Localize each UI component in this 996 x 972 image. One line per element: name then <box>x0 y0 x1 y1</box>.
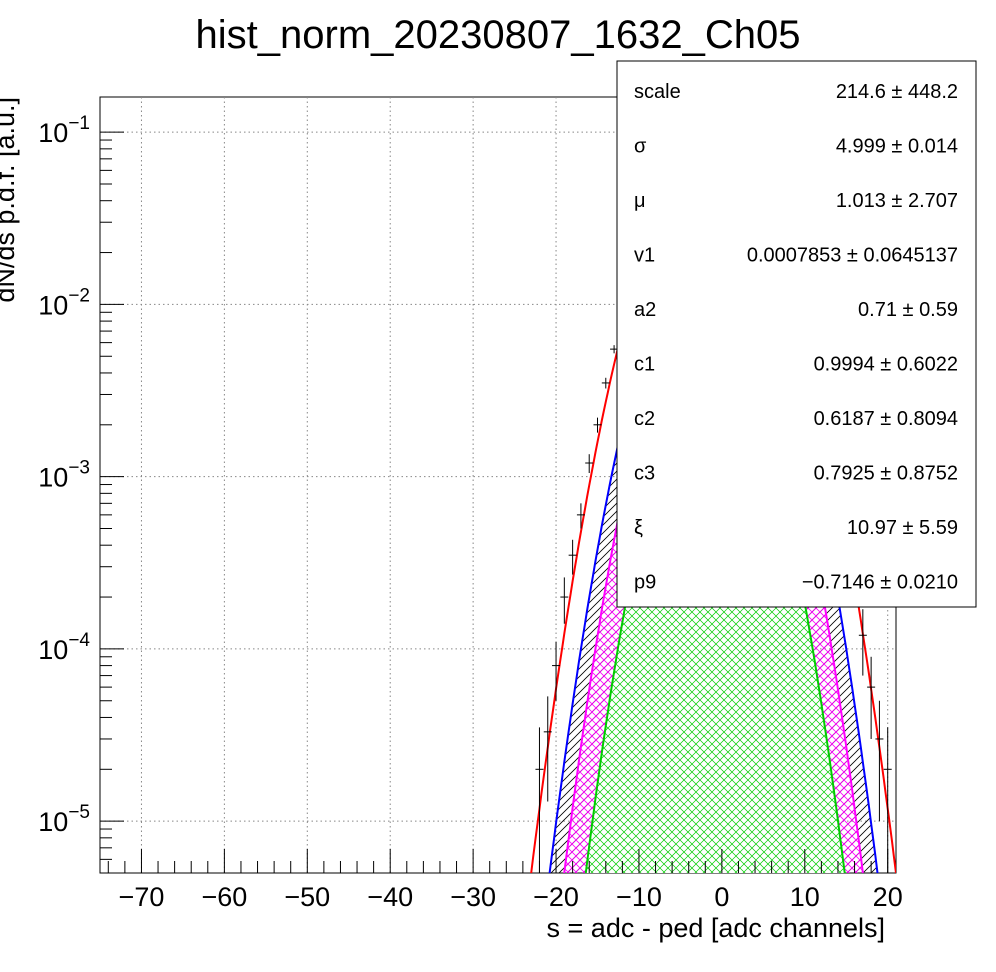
stat-value: 0.71 ± 0.59 <box>858 299 958 321</box>
y-tick-label: 10−2 <box>38 285 90 320</box>
y-axis-label: dN/ds p.d.f. [a.u.] <box>0 97 20 303</box>
stat-name: ξ <box>634 517 643 539</box>
stat-name: c1 <box>634 354 655 376</box>
x-tick-label: −50 <box>284 882 330 912</box>
x-tick-label: 20 <box>873 882 903 912</box>
x-tick-label: −10 <box>616 882 662 912</box>
stats-box-frame <box>616 60 977 608</box>
stats-box: scale 214.6 ± 448.2 σ 4.999 ± 0.014 μ 1.013 ±… <box>616 60 977 608</box>
chart-title: hist_norm_20230807_1632_Ch05 <box>196 13 801 57</box>
y-tick-label: 10−4 <box>38 630 90 665</box>
y-tick-label: 10−3 <box>38 458 90 493</box>
stat-value: 1.013 ± 2.707 <box>836 190 958 212</box>
x-tick-label: −70 <box>119 882 165 912</box>
x-tick-label: −20 <box>533 882 579 912</box>
x-tick-label: −30 <box>450 882 496 912</box>
stat-value: 0.7925 ± 0.8752 <box>814 463 958 485</box>
stat-value: 0.9994 ± 0.6022 <box>814 354 958 376</box>
stat-value: 4.999 ± 0.014 <box>836 136 958 158</box>
y-tick-label: 10−5 <box>38 802 90 837</box>
data-points <box>535 345 892 873</box>
x-axis-label: s = adc - ped [adc channels] <box>547 913 885 943</box>
y-tick-label: 10−1 <box>38 113 90 148</box>
stat-name: p9 <box>634 572 656 594</box>
x-tick-label: 10 <box>790 882 820 912</box>
stat-value: 0.6187 ± 0.8094 <box>814 408 958 430</box>
stat-name: a2 <box>634 299 656 321</box>
stat-value: 214.6 ± 448.2 <box>836 81 958 103</box>
stat-name: σ <box>634 136 647 158</box>
x-tick-label: −40 <box>367 882 413 912</box>
x-tick-label: −60 <box>201 882 247 912</box>
stat-value: 10.97 ± 5.59 <box>847 517 958 539</box>
stat-value: 0.0007853 ± 0.0645137 <box>747 245 958 267</box>
stat-name: v1 <box>634 245 655 267</box>
stat-name: μ <box>634 190 646 212</box>
stat-value: −0.7146 ± 0.0210 <box>802 572 958 594</box>
stat-name: c3 <box>634 463 655 485</box>
x-axis-ticks: −70 −60 −50 −40 −30 −20 −10 0 10 20 <box>119 849 903 912</box>
y-axis-ticks: 10−5 10−4 10−3 10−2 10−1 <box>38 113 124 837</box>
minor-ticks <box>100 139 872 873</box>
stat-name: scale <box>634 81 681 103</box>
stat-name: c2 <box>634 408 655 430</box>
x-tick-label: 0 <box>714 882 729 912</box>
